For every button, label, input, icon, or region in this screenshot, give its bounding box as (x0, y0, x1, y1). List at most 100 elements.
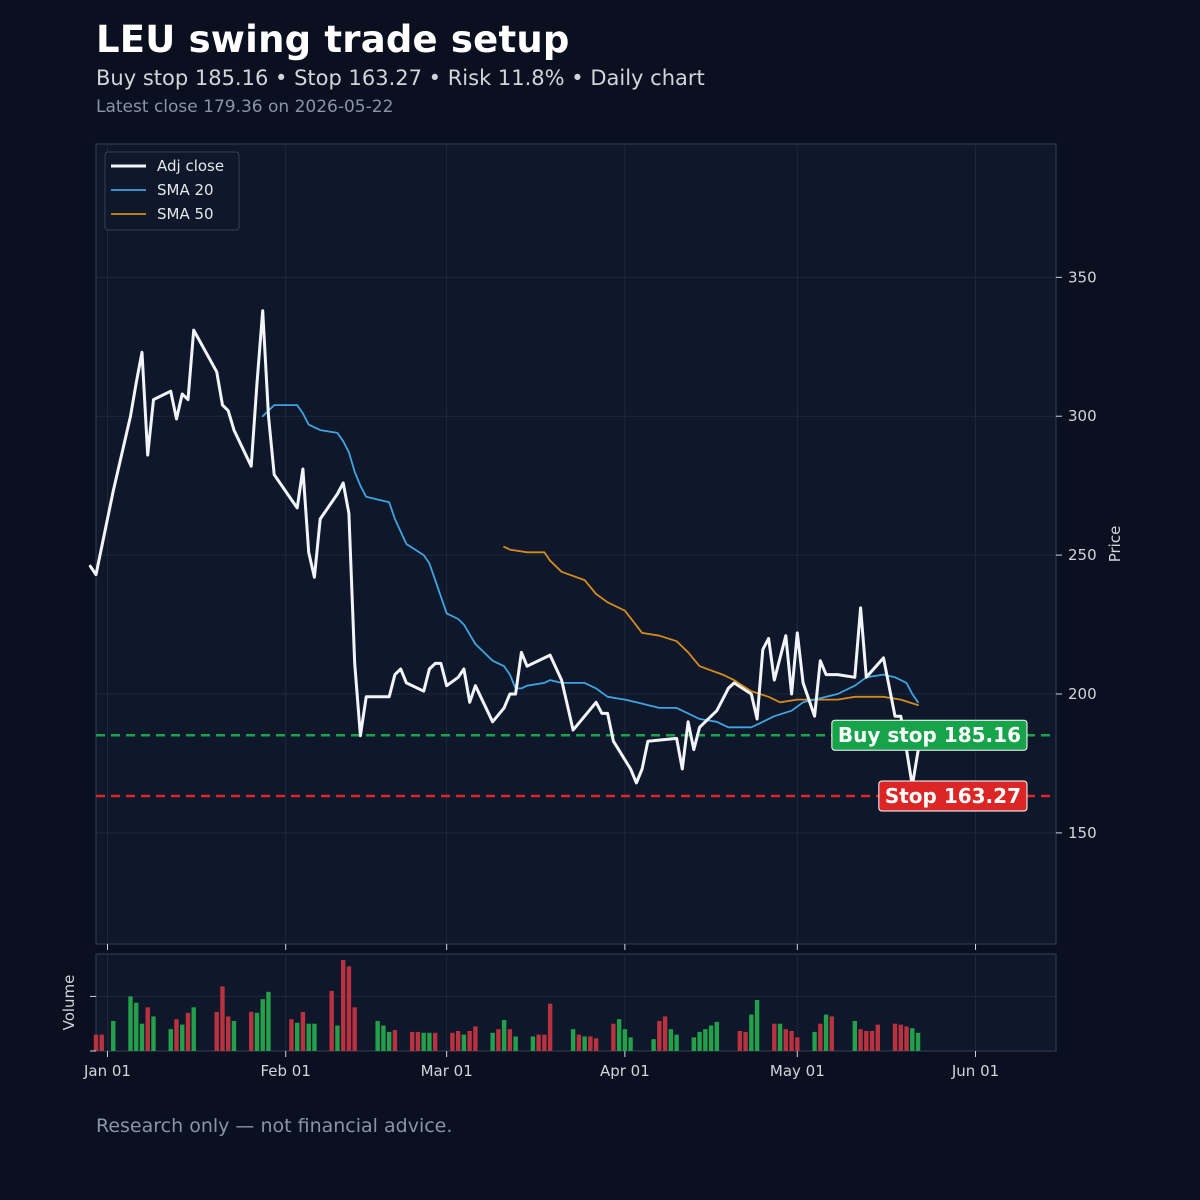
legend-label: SMA 20 (157, 181, 214, 199)
buy-level-box (831, 719, 1028, 751)
y-tick-label: 150 (1068, 824, 1097, 842)
volume-bar (668, 1029, 674, 1051)
volume-bar (754, 1000, 760, 1051)
x-tick-label: May 01 (770, 1062, 825, 1080)
volume-bar (795, 1037, 800, 1051)
volume-bar (450, 1032, 455, 1051)
y-tick-label: 300 (1068, 407, 1097, 425)
volume-bar (300, 1011, 306, 1051)
volume-bar (174, 1019, 179, 1051)
volume-bar (737, 1030, 743, 1051)
volume-bar (708, 1025, 714, 1051)
volume-bar (260, 999, 265, 1051)
volume-bars (93, 960, 921, 1051)
chart-title: LEU swing trade setup (96, 18, 570, 61)
volume-bar (231, 1020, 237, 1051)
volume-bar (542, 1034, 547, 1051)
legend-label: SMA 50 (157, 205, 214, 223)
volume-bar (151, 1016, 156, 1051)
volume-bar (496, 1029, 501, 1051)
volume-bar (570, 1029, 576, 1051)
volume-bar (145, 1007, 150, 1051)
price-lines (88, 309, 920, 788)
volume-bar (191, 1007, 196, 1051)
volume-bar (898, 1024, 903, 1051)
buy-level-label: Buy stop 185.16 (831, 719, 1028, 751)
volume-bar (254, 1012, 260, 1051)
y-axis-label: Price (1106, 526, 1124, 563)
volume-bar (139, 1023, 145, 1051)
volume-bar (340, 960, 346, 1051)
volume-bar (536, 1034, 541, 1051)
y-tick-label: 350 (1068, 268, 1097, 286)
volume-bar (674, 1034, 679, 1051)
volume-bar (312, 1023, 317, 1051)
volume-bar (812, 1031, 817, 1051)
y-tick-label: 200 (1068, 685, 1097, 703)
volume-bar (910, 1028, 915, 1051)
volume-bar (662, 1016, 668, 1051)
volume-bar (593, 1038, 599, 1051)
level-labels: Buy stop 185.16 Stop 163.27 (831, 719, 1028, 812)
volume-bar (346, 966, 352, 1051)
volume-bar (294, 1022, 300, 1051)
volume-bar (381, 1025, 386, 1051)
legend-box (104, 151, 240, 231)
volume-bar (852, 1020, 858, 1051)
volume-bar (421, 1032, 426, 1051)
axes: 150 200 250 300 350 Jan 01 Feb 01 Mar 01 Apr 01 M… (60, 268, 1124, 1080)
latest-close-note: Latest close 179.36 on 2026-05-22 (96, 97, 394, 117)
x-tick-label: Mar 01 (421, 1062, 473, 1080)
volume-bar (220, 986, 225, 1051)
volume-bar (289, 1019, 294, 1051)
volume-bar (329, 990, 334, 1051)
price-panel (95, 143, 1057, 945)
x-tick-label: Jun 01 (951, 1062, 999, 1080)
volume-bar (93, 1034, 99, 1051)
volume-bar (507, 1029, 513, 1051)
volume-bar (772, 1023, 777, 1051)
legend-label: Adj close (157, 157, 224, 175)
volume-bar (180, 1024, 185, 1051)
volume-bar (576, 1034, 582, 1051)
volume-bar (530, 1036, 536, 1051)
volume-bar (111, 1020, 116, 1051)
volume-bar (818, 1023, 823, 1051)
volume-bar (490, 1032, 495, 1051)
volume-bar (829, 1016, 835, 1051)
volume-bar (749, 1014, 754, 1051)
volume-bar (266, 991, 271, 1051)
y-tick-label: 250 (1068, 546, 1097, 564)
volume-bar (513, 1036, 518, 1051)
volume-bar (875, 1024, 880, 1051)
sma-50-line (503, 545, 919, 706)
volume-bar (455, 1030, 461, 1051)
volume-bar (622, 1029, 628, 1051)
stop-level-text: Stop 163.27 (885, 784, 1021, 808)
volume-bar (789, 1030, 794, 1051)
buy-level-text: Buy stop 185.16 (838, 723, 1021, 747)
volume-bar (392, 1030, 398, 1051)
volume-bar (547, 1003, 553, 1051)
volume-bar (616, 1019, 622, 1051)
volume-bar (226, 1016, 231, 1051)
volume-bar (386, 1031, 392, 1051)
volume-bar (588, 1036, 593, 1051)
volume-bar (134, 1002, 139, 1051)
volume-bar (335, 1025, 340, 1051)
volume-bar (467, 1030, 472, 1051)
volume-bar (415, 1031, 421, 1051)
legend: Adj close SMA 20 SMA 50 (104, 151, 240, 231)
volume-bar (697, 1031, 702, 1051)
grid-lines (96, 144, 1056, 1051)
volume-bar (214, 1011, 219, 1051)
volume-bar (185, 1012, 191, 1051)
volume-bar (375, 1020, 380, 1051)
volume-bar (904, 1026, 909, 1051)
volume-bar (473, 1026, 478, 1051)
volume-bar (249, 1011, 254, 1051)
stop-level-label: Stop 163.27 (878, 780, 1028, 812)
volume-bar (777, 1023, 783, 1051)
volume-bar (703, 1029, 708, 1051)
